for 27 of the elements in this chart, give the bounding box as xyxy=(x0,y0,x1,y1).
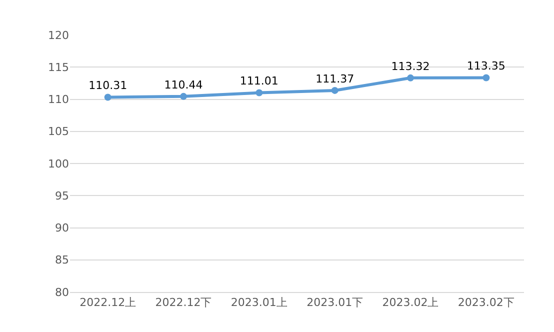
y-tick-label: 115 xyxy=(48,60,69,74)
point xyxy=(482,74,490,82)
y-tick-label: 105 xyxy=(48,125,69,138)
x-tick-label: 2022.12下 xyxy=(155,296,212,310)
point xyxy=(407,74,414,82)
data-label: 110.44 xyxy=(164,78,203,92)
x-tick-label: 2023.02上 xyxy=(382,296,439,310)
point xyxy=(180,92,187,100)
x-tick-label: 2023.01下 xyxy=(306,296,364,310)
y-tick-label: 110 xyxy=(48,93,69,106)
y-tick-label: 85 xyxy=(55,254,69,267)
data-label: 113.32 xyxy=(391,60,430,73)
x-tick-label: 2023.01上 xyxy=(230,296,288,310)
y-tick-label: 95 xyxy=(55,189,69,202)
data-label: 111.01 xyxy=(240,74,278,88)
x-tick-label: 2023.02下 xyxy=(458,296,514,310)
x-tick-label: 2022.12上 xyxy=(80,296,136,310)
data-label: 110.31 xyxy=(88,79,128,92)
point xyxy=(331,86,338,94)
point xyxy=(104,94,112,101)
y-tick-label: 90 xyxy=(55,222,69,235)
point xyxy=(256,89,263,96)
y-tick-label: 120 xyxy=(48,28,69,42)
y-tick-label: 100 xyxy=(48,157,69,170)
data-label: 113.35 xyxy=(466,60,506,73)
data-label: 111.37 xyxy=(316,72,354,86)
y-tick-label: 80 xyxy=(55,286,69,299)
